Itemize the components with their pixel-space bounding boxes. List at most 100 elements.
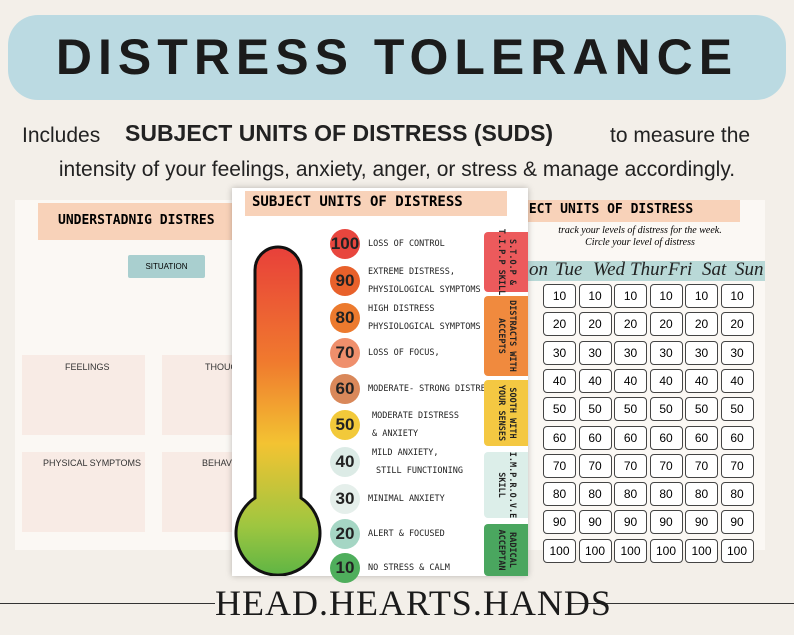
cell: 10 xyxy=(614,284,647,308)
title-bar xyxy=(8,15,786,100)
brand: HEAD.HEARTS.HANDS xyxy=(215,583,612,623)
skill-text: S.T.O.P & T.I.P.P SKILL xyxy=(495,229,517,296)
cell: 90 xyxy=(685,510,718,535)
cell: 60 xyxy=(578,425,612,450)
intro: intensity of your feelings, anxiety, ang… xyxy=(58,158,736,181)
level-value: 40 xyxy=(330,447,360,477)
cell: 30 xyxy=(543,340,576,365)
cell: 40 xyxy=(578,368,612,393)
level-text: PHYSIOLOGICAL SYMPTOMS xyxy=(368,322,481,332)
box xyxy=(22,355,145,435)
cell: 100 xyxy=(614,538,647,563)
thermometer xyxy=(234,245,322,576)
skill-tab: I.M.P.R.O.V.E SKILL xyxy=(484,452,528,518)
sheet-title: UNDERSTADNIG DISTRES xyxy=(58,213,215,228)
skill-tab: RADICAL ACCEPTAN xyxy=(484,524,528,576)
cell: 70 xyxy=(649,453,683,478)
cell: 70 xyxy=(685,453,718,478)
cell: 40 xyxy=(543,368,576,393)
cell: 60 xyxy=(543,425,576,450)
cell: 70 xyxy=(543,453,576,478)
rule xyxy=(0,603,215,604)
cell: 50 xyxy=(578,397,612,422)
cell: 50 xyxy=(614,397,647,422)
level-text: LOSS OF FOCUS, xyxy=(368,348,440,358)
skill-line: ACCEPTS xyxy=(496,318,506,354)
box-label: PHYSICAL SYMPTOMS xyxy=(43,458,142,468)
level-text: EXTREME DISTRESS, xyxy=(368,267,455,277)
level-value: 10 xyxy=(330,553,360,583)
level-text: MINIMAL ANXIETY xyxy=(368,494,445,504)
skill-line: SOOTH WITH xyxy=(507,387,517,439)
level-text: & ANXIETY xyxy=(372,429,419,439)
cell: 80 xyxy=(720,482,754,507)
cell: 100 xyxy=(578,538,612,563)
cell: 90 xyxy=(649,510,683,535)
cell: 10 xyxy=(649,284,683,308)
cell: 50 xyxy=(685,397,718,422)
cell: 100 xyxy=(685,538,718,563)
cell: 30 xyxy=(614,340,647,365)
intro: to measure the xyxy=(610,124,751,147)
instruction: Circle your level of distress xyxy=(585,237,695,248)
rule xyxy=(570,603,794,604)
cell: 10 xyxy=(720,284,754,308)
cell: 80 xyxy=(649,482,683,507)
cell: 70 xyxy=(578,453,612,478)
skill-text: SOOTH WITH YOUR SENSES xyxy=(495,385,517,441)
sheet-header xyxy=(515,200,740,222)
cell: 20 xyxy=(543,312,576,337)
day-label: Wed xyxy=(593,259,626,280)
cell: 50 xyxy=(543,397,576,422)
cell: 50 xyxy=(720,397,754,422)
level-text: LOSS OF CONTROL xyxy=(368,239,445,249)
intro: Includes xyxy=(22,124,101,147)
skill-line: YOUR SENSES xyxy=(496,384,506,442)
skill-text: I.M.P.R.O.V.E SKILL xyxy=(495,452,517,519)
cell: 90 xyxy=(720,510,754,535)
day-label: Tue xyxy=(555,259,583,280)
cell: 60 xyxy=(720,425,754,450)
cell: 40 xyxy=(685,368,718,393)
day-label: on xyxy=(529,259,548,280)
cell: 10 xyxy=(685,284,718,308)
cell: 80 xyxy=(543,482,576,507)
instruction: track your levels of distress for the we… xyxy=(558,225,722,236)
cell: 50 xyxy=(649,397,683,422)
skill-line: I.M.P.R.O.V.E xyxy=(507,451,517,519)
right-sheet: JECT UNITS OF DISTRESS track your levels… xyxy=(515,200,765,563)
cell: 80 xyxy=(614,482,647,507)
cell: 30 xyxy=(720,340,754,365)
sheet-header xyxy=(38,203,248,240)
box-label: BEHAVIO xyxy=(202,458,242,468)
skill-line: ACCEPTAN xyxy=(496,529,506,571)
day-label: Thur xyxy=(630,259,667,280)
level-text: PHYSIOLOGICAL SYMPTOMS xyxy=(368,285,481,295)
level-value: 70 xyxy=(330,338,360,368)
skill-line: S.T.O.P & xyxy=(507,238,517,286)
cell: 60 xyxy=(649,425,683,450)
skill-text: RADICAL ACCEPTAN xyxy=(495,530,517,571)
cell: 40 xyxy=(720,368,754,393)
intro-emphasis: SUBJECT UNITS OF DISTRESS (SUDS) xyxy=(125,120,554,146)
skill-line: T.I.P.P SKILL xyxy=(496,228,506,296)
level-value: 80 xyxy=(330,303,360,333)
level-text: ALERT & FOCUSED xyxy=(368,529,445,539)
cell: 30 xyxy=(685,340,718,365)
cell: 100 xyxy=(720,538,754,563)
day-label: Fri xyxy=(668,259,693,280)
skill-text: DISTRACTS WITH ACCEPTS xyxy=(495,300,517,372)
cell: 70 xyxy=(614,453,647,478)
skill-tab: SOOTH WITH YOUR SENSES xyxy=(484,380,528,446)
level-value: 90 xyxy=(330,266,360,296)
cell: 60 xyxy=(685,425,718,450)
cell: 10 xyxy=(543,284,576,308)
title: DISTRESS TOLERANCE xyxy=(55,29,739,85)
level-text: STILL FUNCTIONING xyxy=(376,466,463,476)
instructions: track your levels of distress for the we… xyxy=(515,225,765,249)
sheet-header xyxy=(245,191,507,216)
level-text: MILD ANXIETY, xyxy=(372,448,439,458)
level-text: NO STRESS & CALM xyxy=(368,563,450,573)
thermometer-body xyxy=(234,245,322,576)
